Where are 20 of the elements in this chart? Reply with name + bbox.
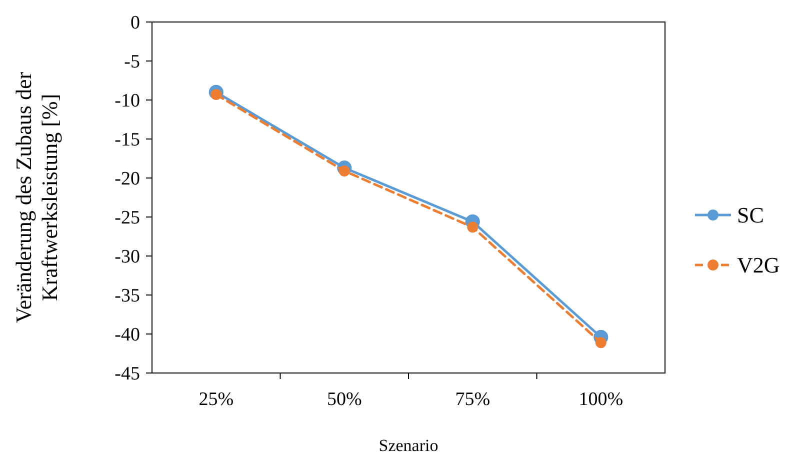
y-tick-label: -20	[114, 168, 140, 190]
y-tick-label: 0	[130, 12, 140, 34]
point	[467, 222, 478, 233]
legend-label: V2G	[737, 252, 780, 278]
y-tick-label: -40	[114, 324, 140, 346]
y-tick-label: -35	[114, 286, 140, 307]
y-tick-label: -10	[114, 90, 140, 112]
x-axis-title: Szenario	[378, 436, 438, 455]
x-tick-label: 75%	[455, 389, 490, 410]
x-tick-label: 100%	[578, 389, 624, 410]
y-tick-label: -30	[114, 246, 140, 268]
point	[595, 337, 606, 348]
y-tick-label: -15	[114, 130, 140, 151]
y-tick-label: -25	[114, 208, 140, 229]
x-tick-label: 25%	[198, 389, 234, 410]
y-axis-title: Veränderung des Zubaus der Kraftwerksleistung [%]	[10, 71, 62, 324]
y-tick-label: -45	[114, 364, 140, 385]
x-tick-label: 50%	[326, 389, 362, 410]
legend-label: SC	[737, 202, 764, 228]
y-tick-label: -5	[124, 52, 140, 73]
